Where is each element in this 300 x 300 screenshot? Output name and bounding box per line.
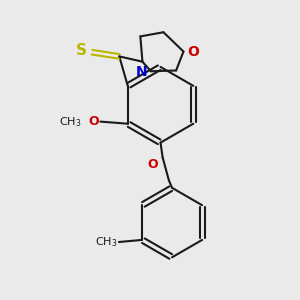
Text: O: O — [148, 158, 158, 171]
Text: S: S — [76, 43, 87, 58]
Text: N: N — [136, 65, 147, 79]
Text: CH$_3$: CH$_3$ — [95, 235, 118, 249]
Text: O: O — [188, 45, 200, 58]
Text: O: O — [89, 115, 99, 128]
Text: CH$_3$: CH$_3$ — [59, 115, 82, 128]
